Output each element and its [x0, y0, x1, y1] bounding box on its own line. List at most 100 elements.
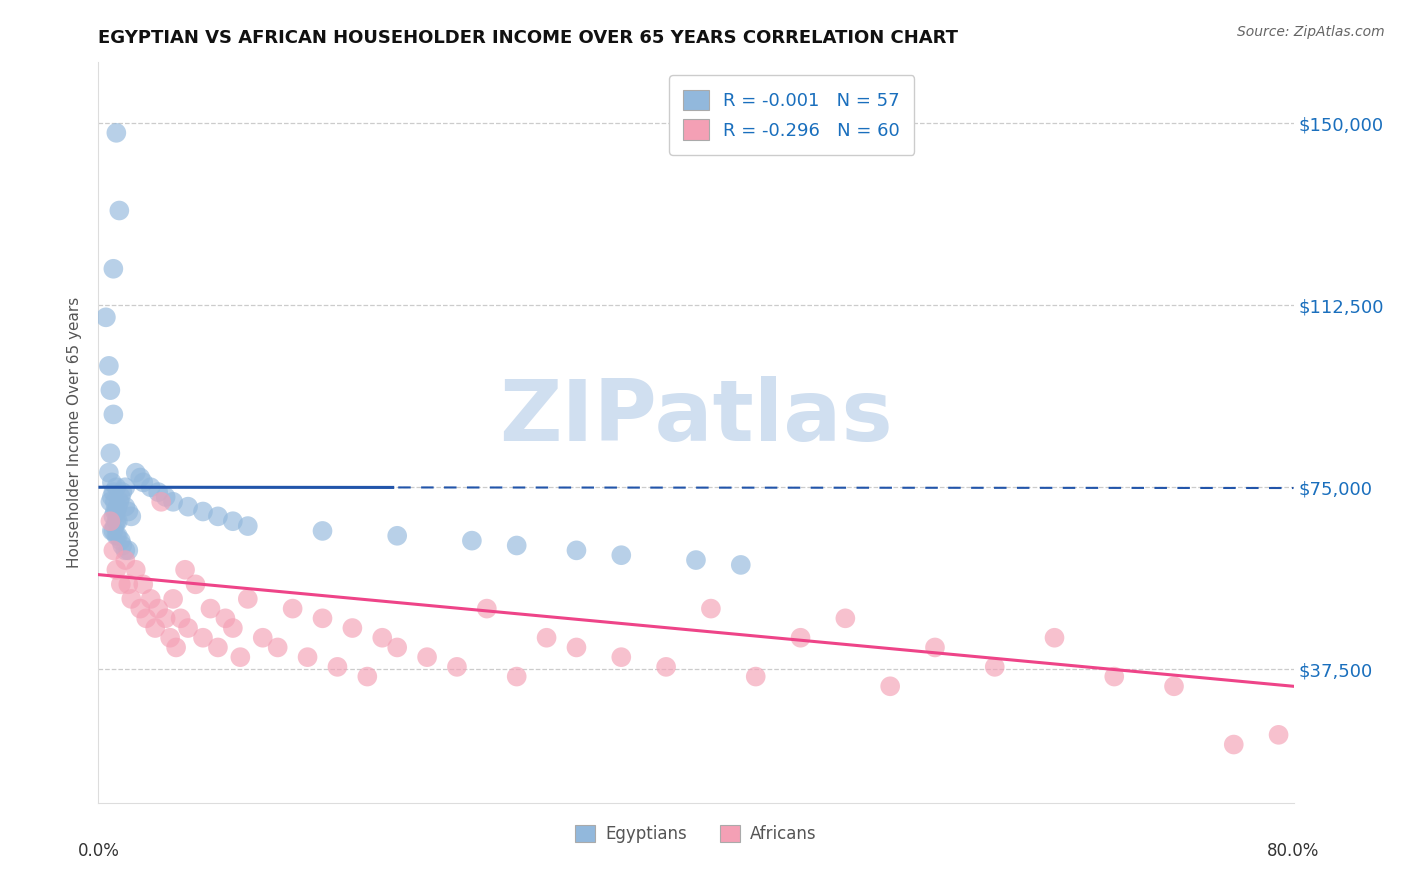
Point — [117, 543, 139, 558]
Point — [120, 509, 142, 524]
Point — [125, 563, 148, 577]
Point — [105, 126, 128, 140]
Point — [342, 621, 364, 635]
Point — [105, 504, 128, 518]
Point — [129, 601, 152, 615]
Point — [162, 495, 184, 509]
Point — [129, 470, 152, 484]
Point — [120, 591, 142, 606]
Point — [236, 591, 259, 606]
Point — [150, 495, 173, 509]
Text: ZIPatlas: ZIPatlas — [499, 376, 893, 459]
Point — [297, 650, 319, 665]
Point — [655, 660, 678, 674]
Point — [132, 475, 155, 490]
Point — [700, 601, 723, 615]
Point — [207, 509, 229, 524]
Text: 80.0%: 80.0% — [1267, 842, 1320, 860]
Point — [174, 563, 197, 577]
Point — [135, 611, 157, 625]
Point — [103, 408, 125, 422]
Point — [371, 631, 394, 645]
Text: 0.0%: 0.0% — [77, 842, 120, 860]
Point — [267, 640, 290, 655]
Point — [110, 533, 132, 548]
Point — [104, 519, 127, 533]
Point — [252, 631, 274, 645]
Point — [103, 261, 125, 276]
Point — [446, 660, 468, 674]
Point — [101, 490, 124, 504]
Point — [104, 495, 127, 509]
Point — [236, 519, 259, 533]
Point — [1267, 728, 1289, 742]
Point — [1163, 679, 1185, 693]
Point — [326, 660, 349, 674]
Point — [98, 446, 122, 460]
Point — [1043, 631, 1066, 645]
Point — [506, 539, 529, 553]
Point — [105, 480, 128, 494]
Point — [114, 543, 136, 558]
Point — [103, 485, 125, 500]
Point — [685, 553, 707, 567]
Point — [191, 504, 214, 518]
Point — [207, 640, 229, 655]
Point — [730, 558, 752, 572]
Point — [879, 679, 901, 693]
Point — [311, 611, 333, 625]
Point — [745, 669, 768, 683]
Text: EGYPTIAN VS AFRICAN HOUSEHOLDER INCOME OVER 65 YEARS CORRELATION CHART: EGYPTIAN VS AFRICAN HOUSEHOLDER INCOME O… — [98, 29, 959, 47]
Point — [311, 524, 333, 538]
Point — [506, 669, 529, 683]
Point — [98, 514, 122, 528]
Point — [536, 631, 558, 645]
Point — [139, 480, 162, 494]
Point — [108, 203, 131, 218]
Point — [148, 485, 170, 500]
Point — [94, 310, 117, 325]
Point — [103, 543, 125, 558]
Point — [191, 631, 214, 645]
Point — [416, 650, 439, 665]
Point — [104, 504, 127, 518]
Point — [162, 591, 184, 606]
Point — [155, 611, 177, 625]
Point — [148, 601, 170, 615]
Text: Source: ZipAtlas.com: Source: ZipAtlas.com — [1237, 25, 1385, 39]
Point — [229, 650, 252, 665]
Point — [385, 640, 409, 655]
Point — [924, 640, 946, 655]
Point — [789, 631, 811, 645]
Point — [610, 548, 633, 562]
Point — [834, 611, 856, 625]
Point — [114, 553, 136, 567]
Point — [356, 669, 378, 683]
Legend: Egyptians, Africans: Egyptians, Africans — [568, 819, 824, 850]
Point — [108, 495, 131, 509]
Point — [169, 611, 191, 625]
Point — [107, 500, 129, 514]
Point — [385, 529, 409, 543]
Point — [97, 466, 120, 480]
Point — [984, 660, 1007, 674]
Point — [103, 509, 125, 524]
Point — [110, 490, 132, 504]
Point — [177, 621, 200, 635]
Point — [214, 611, 236, 625]
Point — [281, 601, 304, 615]
Point — [184, 577, 207, 591]
Point — [110, 577, 132, 591]
Point — [117, 577, 139, 591]
Point — [101, 524, 124, 538]
Point — [98, 495, 122, 509]
Point — [105, 514, 128, 528]
Point — [139, 591, 162, 606]
Point — [97, 359, 120, 373]
Point — [461, 533, 484, 548]
Point — [114, 480, 136, 494]
Point — [111, 485, 134, 500]
Point — [107, 529, 129, 543]
Point — [117, 504, 139, 518]
Point — [610, 650, 633, 665]
